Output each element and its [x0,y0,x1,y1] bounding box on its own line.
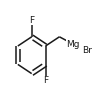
Text: F: F [43,76,48,85]
Text: Mg: Mg [67,40,80,49]
Text: F: F [29,16,34,25]
Text: Br: Br [82,46,92,55]
